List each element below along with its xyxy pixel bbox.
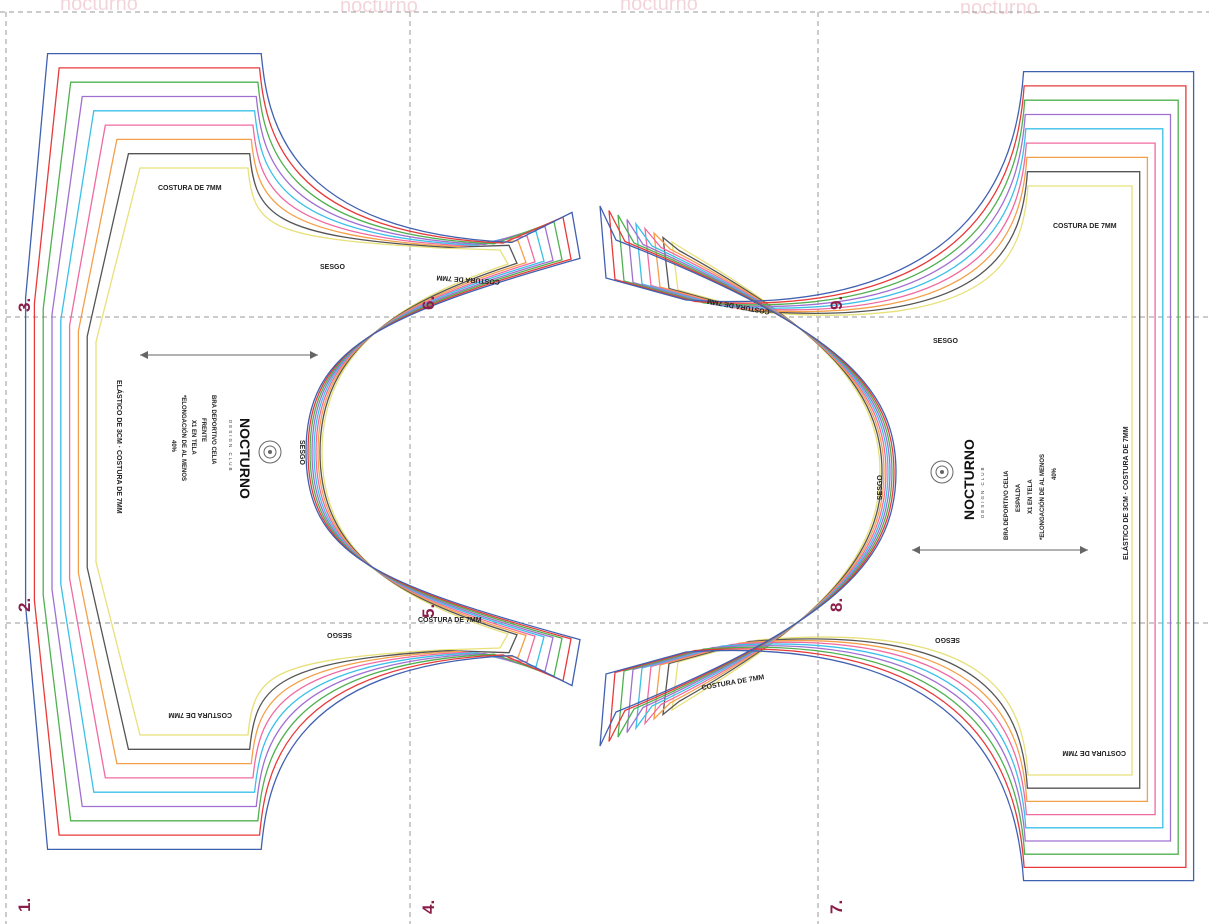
back-size-outline bbox=[608, 85, 1187, 869]
tile-number-2: 2. bbox=[15, 598, 34, 612]
back-logo-mark bbox=[930, 460, 954, 484]
back-info-2: X1 EN TELA bbox=[1028, 479, 1034, 514]
back-info-4: 40% bbox=[1052, 467, 1058, 480]
back-info-0: BRA DEPORTIVO CELIA bbox=[1004, 470, 1010, 540]
tile-number-7: 7. bbox=[827, 900, 846, 914]
back-pattern-piece bbox=[599, 70, 1195, 882]
front-brand-sub: DESIGN CLUB bbox=[228, 420, 233, 473]
svg-text:nocturno: nocturno bbox=[620, 0, 698, 15]
svg-text:nocturno: nocturno bbox=[960, 0, 1038, 19]
front-pattern-piece bbox=[24, 52, 581, 851]
front-seam-bottom: COSTURA DE 7MM bbox=[168, 711, 232, 718]
back-seam-bottom: COSTURA DE 7MM bbox=[1062, 749, 1126, 756]
tile-number-9: 9. bbox=[827, 296, 846, 310]
back-size-outline bbox=[644, 142, 1156, 816]
front-bias-armhole: SESGO bbox=[298, 440, 305, 465]
svg-text:nocturno: nocturno bbox=[340, 0, 418, 17]
front-size-outline bbox=[95, 167, 509, 736]
back-bias-top: SESGO bbox=[933, 338, 958, 345]
front-info-1: FRENTE bbox=[200, 418, 206, 442]
front-labels: COSTURA DE 7MM COSTURA DE 7MM SESGO SESG… bbox=[115, 185, 500, 718]
front-bias-bottom: SESGO bbox=[327, 631, 352, 638]
back-size-outline bbox=[626, 113, 1172, 842]
svg-text:nocturno: nocturno bbox=[60, 0, 138, 15]
back-bias-armhole: SESGO bbox=[877, 475, 884, 500]
back-side-note: ELÁSTICO DE 3CM · COSTURA DE 7MM bbox=[1121, 426, 1130, 560]
tile-grid bbox=[0, 11, 1209, 924]
front-info-3: *ELONGACIÓN DE AL MENOS bbox=[180, 395, 188, 481]
tile-numbers: 1. 2. 3. 4. 5. 6. 7. 8. 9. bbox=[15, 296, 846, 914]
front-size-outline bbox=[68, 124, 536, 779]
front-strap-top-seam: COSTURA DE 7MM bbox=[436, 274, 500, 285]
front-info-2: X1 EN TELA bbox=[190, 420, 196, 455]
tile-number-6: 6. bbox=[419, 296, 438, 310]
back-size-outline bbox=[599, 70, 1195, 882]
tile-number-3: 3. bbox=[15, 298, 34, 312]
watermark: nocturno nocturno nocturno nocturno bbox=[60, 0, 1038, 19]
front-size-outline bbox=[51, 95, 554, 808]
back-size-outline bbox=[671, 185, 1133, 776]
front-brand: NOCTURNO bbox=[237, 418, 253, 499]
back-bias-bottom: SESGO bbox=[935, 636, 960, 643]
back-brand-sub: DESIGN CLUB bbox=[980, 465, 985, 518]
back-info-3: *ELONGACIÓN DE AL MENOS bbox=[1038, 454, 1046, 540]
front-size-outline bbox=[86, 153, 518, 750]
back-size-outline bbox=[617, 99, 1179, 855]
front-side-note: ELÁSTICO DE 3CM · COSTURA DE 7MM bbox=[115, 380, 124, 514]
front-size-outline bbox=[60, 110, 545, 793]
tile-number-4: 4. bbox=[419, 900, 438, 914]
front-size-outline bbox=[24, 52, 581, 851]
front-info-4: 40% bbox=[170, 440, 176, 453]
back-brand: NOCTURNO bbox=[961, 439, 977, 520]
tile-number-8: 8. bbox=[827, 598, 846, 612]
back-size-outline bbox=[662, 171, 1141, 789]
tile-number-5: 5. bbox=[419, 604, 438, 618]
front-size-outline bbox=[33, 67, 572, 836]
front-info-0: BRA DEPORTIVO CELIA bbox=[210, 395, 216, 465]
back-seam-top: COSTURA DE 7MM bbox=[1053, 223, 1117, 230]
front-size-outline bbox=[42, 81, 563, 822]
front-seam-top: COSTURA DE 7MM bbox=[158, 185, 222, 192]
front-strap-bottom-seam: COSTURA DE 7MM bbox=[418, 617, 482, 624]
back-size-outline bbox=[635, 128, 1164, 829]
back-size-outline bbox=[653, 156, 1149, 803]
front-logo-mark bbox=[258, 440, 282, 464]
front-size-outline bbox=[77, 138, 527, 765]
back-info-1: ESPALDA bbox=[1016, 483, 1022, 512]
tile-number-1: 1. bbox=[15, 898, 34, 912]
front-bias-top: SESGO bbox=[320, 264, 345, 271]
